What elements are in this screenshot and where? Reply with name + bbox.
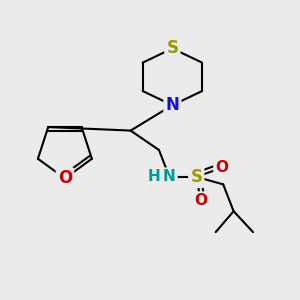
Text: H: H (148, 169, 160, 184)
Text: O: O (58, 169, 72, 188)
Text: S: S (190, 168, 202, 186)
Text: N: N (163, 169, 176, 184)
Text: O: O (215, 160, 228, 175)
Text: S: S (167, 40, 178, 58)
Text: O: O (194, 193, 207, 208)
Text: N: N (166, 96, 179, 114)
